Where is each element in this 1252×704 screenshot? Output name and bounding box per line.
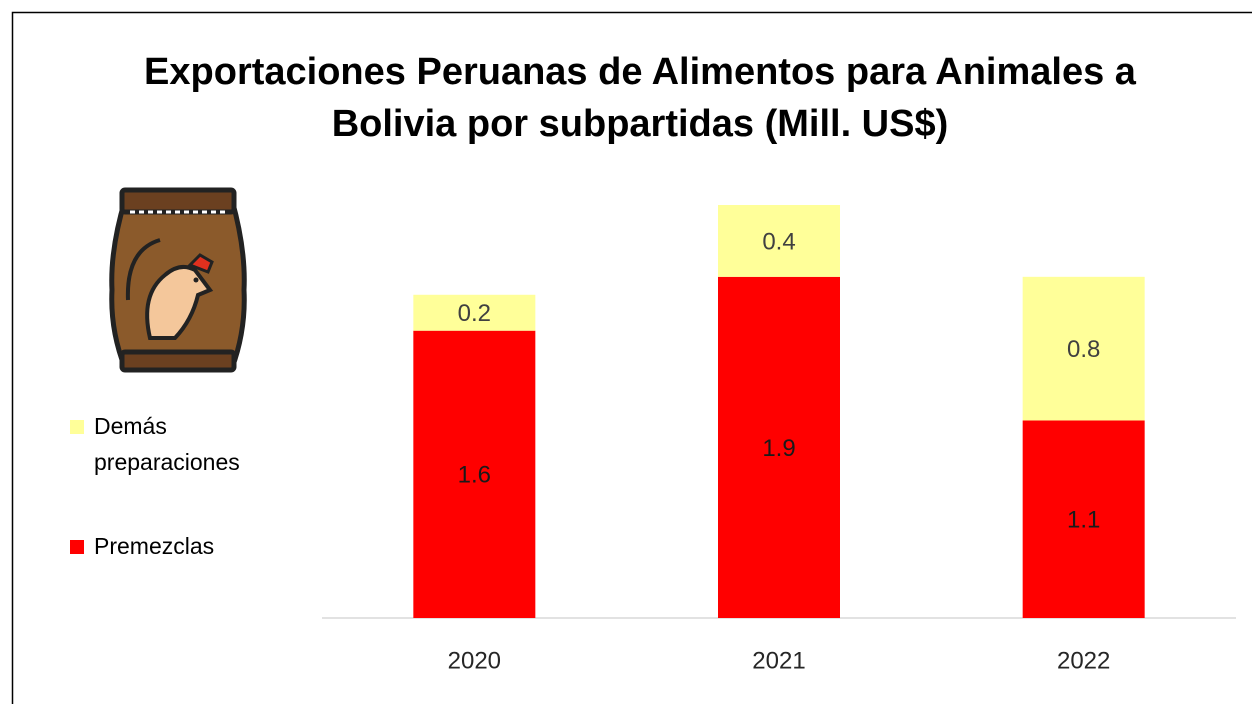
bar-segment bbox=[413, 294, 536, 331]
legend: Demás preparaciones Premezclas bbox=[70, 408, 270, 612]
bar-segment bbox=[1022, 420, 1145, 618]
legend-label: Premezclas bbox=[94, 533, 215, 559]
legend-swatch bbox=[70, 420, 84, 434]
bar-segment bbox=[718, 205, 840, 277]
data-label: 1.6 bbox=[458, 462, 491, 489]
data-label: 0.2 bbox=[458, 300, 491, 327]
data-label: 1.9 bbox=[762, 435, 795, 462]
legend-swatch bbox=[70, 540, 84, 554]
x-tick-label: 2022 bbox=[1057, 647, 1110, 674]
data-label: 0.8 bbox=[1067, 336, 1100, 363]
bar-segment bbox=[413, 330, 536, 618]
feed-bag-icon bbox=[109, 187, 247, 373]
legend-item: Demás preparaciones bbox=[70, 408, 270, 480]
x-tick-label: 2020 bbox=[448, 647, 501, 674]
chart-title: Exportaciones Peruanas de Alimentos para… bbox=[144, 51, 1136, 145]
frame bbox=[11, 11, 1252, 704]
data-label: 1.1 bbox=[1067, 507, 1100, 534]
bar-segment bbox=[718, 276, 840, 618]
legend-label: Demás preparaciones bbox=[94, 413, 240, 475]
data-label: 0.4 bbox=[762, 228, 795, 255]
x-tick-label: 2021 bbox=[752, 647, 805, 674]
bar-segment bbox=[1022, 276, 1145, 421]
legend-item: Premezclas bbox=[70, 528, 270, 564]
